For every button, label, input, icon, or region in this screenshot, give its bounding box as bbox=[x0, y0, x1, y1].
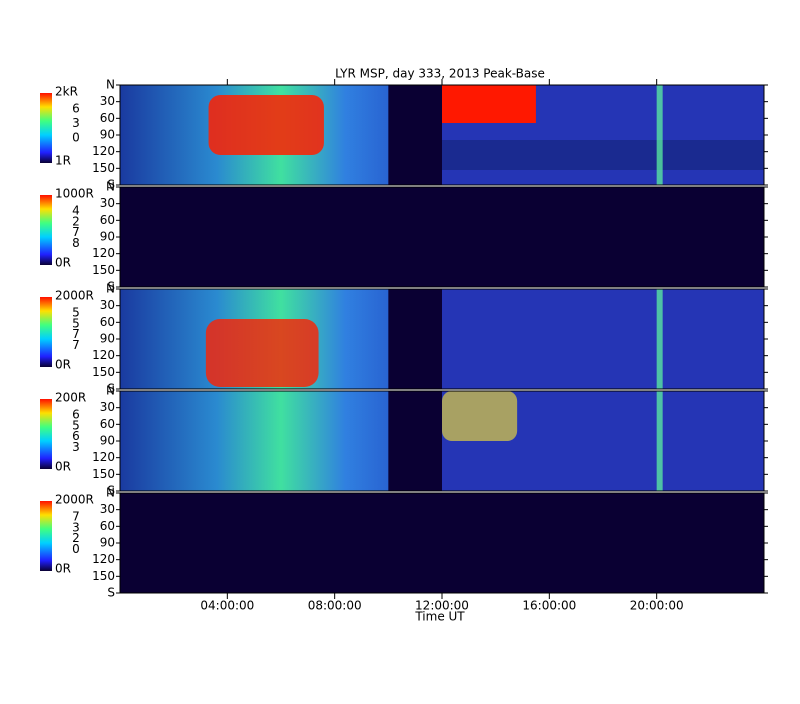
colorbar bbox=[40, 195, 52, 265]
colorbar-max-label: 1000R bbox=[55, 187, 94, 201]
y-tick-label: S bbox=[107, 382, 115, 396]
colorbar-label: 5 bbox=[72, 316, 80, 330]
keogram-image bbox=[656, 391, 663, 491]
y-tick-label: 120 bbox=[92, 246, 115, 260]
keogram-image bbox=[388, 85, 442, 185]
y-tick-label: 90 bbox=[100, 332, 115, 346]
colorbar-label: 0 bbox=[72, 130, 80, 144]
keogram-image bbox=[442, 140, 764, 170]
colorbar-label: 2 bbox=[72, 214, 80, 228]
x-axis-label: Time UT bbox=[414, 610, 465, 624]
colorbar-max-label: 2000R bbox=[55, 493, 94, 507]
y-tick-label: N bbox=[106, 180, 115, 194]
y-tick-label: 150 bbox=[92, 161, 115, 175]
y-tick-label: 120 bbox=[92, 144, 115, 158]
colorbar-label: 3 bbox=[72, 116, 80, 130]
colorbar-label: 6 bbox=[72, 429, 80, 443]
colorbar-label: 0 bbox=[72, 542, 80, 556]
y-tick-label: 30 bbox=[100, 298, 115, 312]
keogram-image bbox=[656, 289, 663, 389]
colorbar-label: 3 bbox=[72, 440, 80, 454]
y-tick-label: 30 bbox=[100, 400, 115, 414]
x-tick-label: 20:00:00 bbox=[630, 599, 684, 613]
colorbar-label: 4 bbox=[72, 204, 80, 218]
y-tick-label: 90 bbox=[100, 434, 115, 448]
keogram-image bbox=[205, 319, 319, 387]
colorbar-label: 6 bbox=[72, 408, 80, 422]
keogram-image bbox=[656, 85, 663, 185]
y-tick-label: 150 bbox=[92, 263, 115, 277]
colorbar-min-label: 0R bbox=[55, 562, 71, 576]
y-tick-label: 90 bbox=[100, 230, 115, 244]
y-tick-label: 60 bbox=[100, 519, 115, 533]
colorbar bbox=[40, 399, 52, 469]
y-tick-label: N bbox=[106, 78, 115, 92]
y-tick-label: 90 bbox=[100, 128, 115, 142]
colorbar-min-label: 0R bbox=[55, 460, 71, 474]
y-tick-label: 120 bbox=[92, 450, 115, 464]
y-tick-label: 120 bbox=[92, 552, 115, 566]
y-tick-label: 30 bbox=[100, 196, 115, 210]
y-tick-label: N bbox=[106, 282, 115, 296]
colorbar-max-label: 2kR bbox=[55, 85, 78, 99]
keogram-image bbox=[442, 391, 518, 441]
keogram-image bbox=[208, 95, 324, 155]
colorbar-label: 3 bbox=[72, 520, 80, 534]
colorbar bbox=[40, 501, 52, 571]
y-tick-label: 150 bbox=[92, 467, 115, 481]
x-tick-label: 16:00:00 bbox=[522, 599, 576, 613]
keogram-image bbox=[388, 289, 442, 389]
y-tick-label: 150 bbox=[92, 569, 115, 583]
colorbar-max-label: 200R bbox=[55, 391, 86, 405]
colorbar-max-label: 2000R bbox=[55, 289, 94, 303]
y-tick-label: 90 bbox=[100, 536, 115, 550]
y-tick-label: N bbox=[106, 486, 115, 500]
colorbar-label: 7 bbox=[72, 338, 80, 352]
y-tick-label: S bbox=[107, 280, 115, 294]
colorbar-label: 7 bbox=[72, 225, 80, 239]
colorbar-min-label: 0R bbox=[55, 256, 71, 270]
colorbar-label: 7 bbox=[72, 327, 80, 341]
colorbar-label: 2 bbox=[72, 531, 80, 545]
colorbar bbox=[40, 93, 52, 163]
colorbar bbox=[40, 297, 52, 367]
y-tick-label: 30 bbox=[100, 94, 115, 108]
keogram-image bbox=[120, 493, 764, 593]
x-tick-label: 04:00:00 bbox=[200, 599, 254, 613]
colorbar-label: 6 bbox=[72, 102, 80, 116]
y-tick-label: 60 bbox=[100, 417, 115, 431]
keogram-image bbox=[442, 85, 536, 123]
y-tick-label: 60 bbox=[100, 111, 115, 125]
y-tick-label: S bbox=[107, 178, 115, 192]
y-tick-label: 150 bbox=[92, 365, 115, 379]
colorbar-min-label: 1R bbox=[55, 154, 71, 168]
x-tick-label: 12:00:00 bbox=[415, 599, 469, 613]
keogram-image bbox=[442, 289, 764, 389]
y-tick-label: 30 bbox=[100, 502, 115, 516]
colorbar-label: 5 bbox=[72, 306, 80, 320]
colorbar-label: 8 bbox=[72, 236, 80, 250]
x-tick-label: 08:00:00 bbox=[308, 599, 362, 613]
chart-title: LYR MSP, day 333, 2013 Peak-Base bbox=[335, 67, 545, 81]
keogram-image bbox=[120, 187, 764, 287]
y-tick-label: 60 bbox=[100, 315, 115, 329]
keogram-image bbox=[388, 391, 442, 491]
y-tick-label: 120 bbox=[92, 348, 115, 362]
colorbar-label: 5 bbox=[72, 418, 80, 432]
y-tick-label: S bbox=[107, 484, 115, 498]
y-tick-label: N bbox=[106, 384, 115, 398]
colorbar-label: 7 bbox=[72, 510, 80, 524]
colorbar-min-label: 0R bbox=[55, 358, 71, 372]
y-tick-label: S bbox=[107, 586, 115, 600]
y-tick-label: 60 bbox=[100, 213, 115, 227]
